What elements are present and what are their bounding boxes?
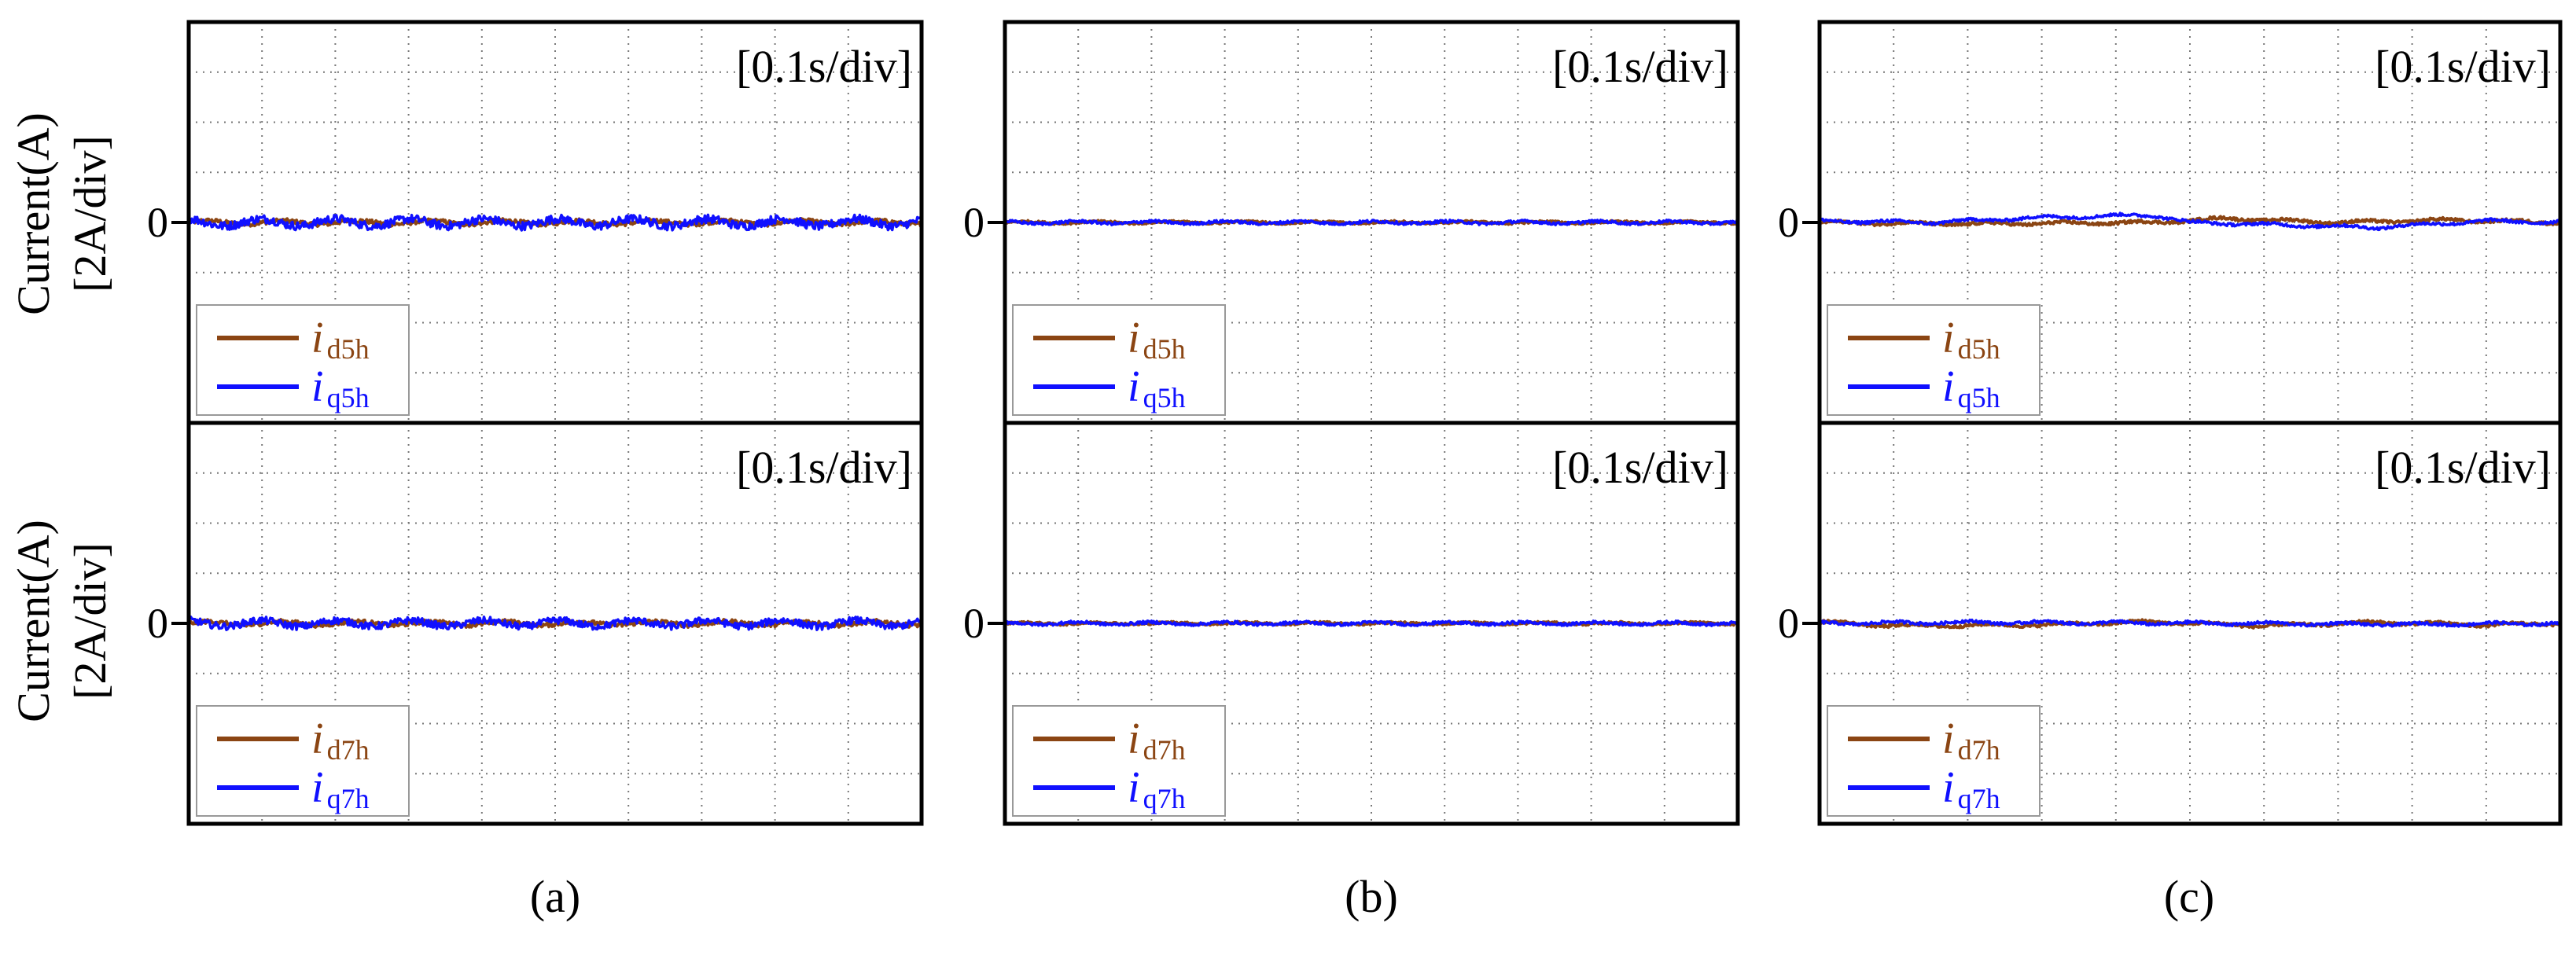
legend-subscript: d7h: [1958, 734, 2000, 766]
legend-var: i: [311, 362, 324, 411]
ylabel-bottom: Current(A) [2A/div]: [8, 520, 116, 722]
legend-var: i: [1128, 763, 1140, 812]
legend-subscript: q5h: [1958, 382, 2000, 413]
legend-box: [1827, 705, 2041, 817]
timebase-label: [0.1s/div]: [2375, 442, 2551, 493]
legend-subscript: d7h: [1143, 734, 1186, 766]
legend-label-iq7h: i q7h: [1942, 763, 2000, 814]
legend-label-id7h: i d7h: [311, 715, 370, 766]
legend-var: i: [1128, 715, 1140, 763]
legend-var: i: [311, 763, 324, 812]
zero-label: 0: [1778, 199, 1799, 246]
zero-label: 0: [147, 199, 168, 246]
legend-box: [1012, 304, 1226, 416]
trace-iq7h: [187, 615, 922, 631]
legend-subscript: d7h: [327, 734, 370, 766]
legend-var: i: [1942, 314, 1955, 362]
legend-label-iq5h: i q5h: [311, 362, 370, 413]
ylabel-top-line2: [2A/div]: [64, 135, 116, 292]
zero-label: 0: [963, 199, 984, 246]
legend-label-iq5h: i q5h: [1942, 362, 2000, 413]
legend-subscript: q7h: [1958, 783, 2000, 814]
legend-box: [1012, 705, 1226, 817]
legend-var: i: [1942, 715, 1955, 763]
legend-label-iq5h: i q5h: [1128, 362, 1186, 413]
legend-subscript: d5h: [327, 333, 370, 365]
legend-subscript: d5h: [1143, 333, 1186, 365]
caption-b: (b): [1345, 871, 1398, 922]
zero-label: 0: [1778, 600, 1799, 647]
legend-label-iq7h: i q7h: [311, 763, 370, 814]
ylabel-bottom-line2: [2A/div]: [64, 542, 116, 700]
zero-label: 0: [147, 600, 168, 647]
ylabel-top: Current(A) [2A/div]: [8, 112, 116, 315]
timebase-label: [0.1s/div]: [736, 41, 912, 92]
timebase-label: [0.1s/div]: [2375, 41, 2551, 92]
timebase-label: [0.1s/div]: [736, 442, 912, 493]
legend-box: [196, 304, 410, 416]
trace-iq7h: [1003, 619, 1739, 627]
caption-c: (c): [2164, 871, 2214, 922]
legend-subscript: q5h: [1143, 382, 1186, 413]
legend-subscript: q7h: [327, 783, 370, 814]
legend-var: i: [1128, 314, 1140, 362]
legend-var: i: [311, 314, 324, 362]
trace-iq7h: [1818, 618, 2562, 628]
ylabel-top-line1: Current(A): [8, 112, 59, 315]
legend-label-id5h: i d5h: [1128, 314, 1186, 365]
trace-iq5h: [1818, 211, 2562, 232]
legend-box: [196, 705, 410, 817]
legend-subscript: d5h: [1958, 333, 2000, 365]
legend-label-id7h: i d7h: [1942, 715, 2000, 766]
timebase-label: [0.1s/div]: [1552, 41, 1728, 92]
legend-box: [1827, 304, 2041, 416]
legend-label-iq7h: i q7h: [1128, 763, 1186, 814]
caption-a: (a): [530, 871, 580, 922]
timebase-label: [0.1s/div]: [1552, 442, 1728, 493]
trace-iq5h: [188, 213, 923, 232]
trace-iq5h: [1003, 219, 1739, 226]
legend-label-id5h: i d5h: [1942, 314, 2000, 365]
legend-var: i: [311, 715, 324, 763]
legend-label-id7h: i d7h: [1128, 715, 1186, 766]
legend-var: i: [1128, 362, 1140, 411]
ylabel-bottom-line1: Current(A): [8, 520, 59, 722]
legend-subscript: q7h: [1143, 783, 1186, 814]
legend-var: i: [1942, 362, 1955, 411]
legend-subscript: q5h: [327, 382, 370, 413]
legend-label-id5h: i d5h: [311, 314, 370, 365]
zero-label: 0: [963, 600, 984, 647]
trace-id5h: [1818, 215, 2561, 228]
legend-var: i: [1942, 763, 1955, 812]
